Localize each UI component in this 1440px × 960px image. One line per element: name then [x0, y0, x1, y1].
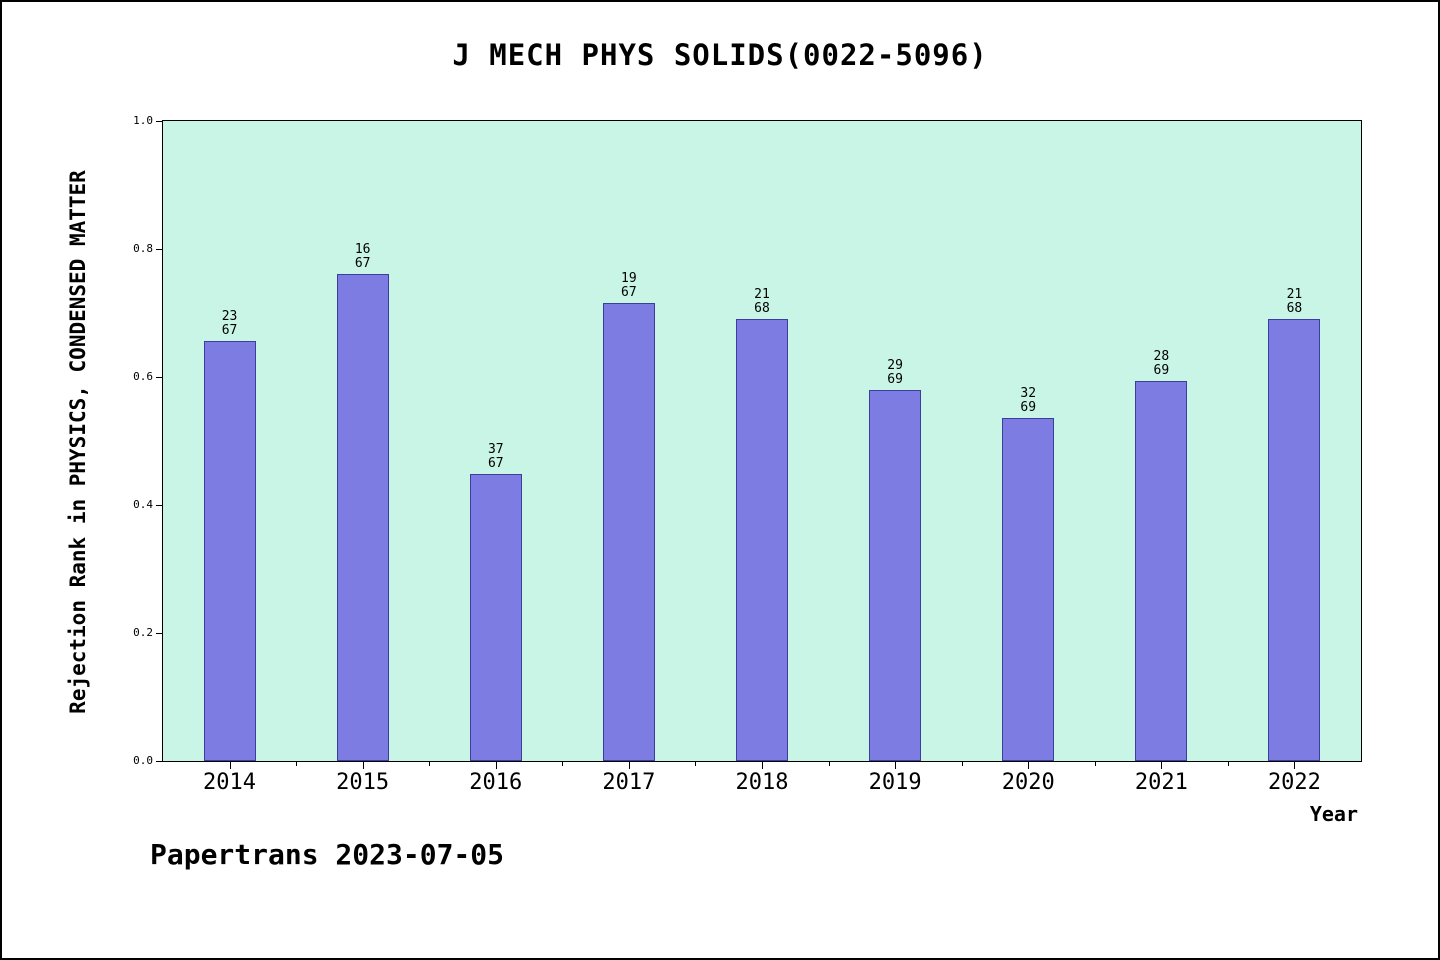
bar-value-label: 29 69 — [855, 357, 935, 387]
y-tick — [156, 120, 162, 122]
bar — [1002, 417, 1055, 761]
x-tick-label: 2018 — [735, 770, 789, 795]
bar-total: 67 — [221, 322, 238, 338]
bar-rank: 21 — [1286, 286, 1303, 302]
bar — [869, 389, 922, 761]
bar-value-label: 32 69 — [988, 385, 1068, 415]
bar-value-label: 21 68 — [1254, 286, 1334, 316]
x-tick-label: 2021 — [1134, 770, 1188, 795]
x-tick-label: 2015 — [336, 770, 390, 795]
bar-total: 67 — [354, 255, 371, 271]
y-tick — [156, 248, 162, 250]
bar-total: 69 — [1020, 399, 1037, 415]
x-minor-tick — [961, 762, 963, 766]
bar-rank: 19 — [621, 270, 637, 286]
bar-value-label: 23 67 — [190, 308, 270, 338]
bar — [1135, 380, 1188, 761]
x-minor-tick — [429, 762, 431, 766]
bar-total: 69 — [887, 371, 903, 387]
x-tick — [628, 762, 630, 769]
x-tick — [362, 762, 364, 769]
bar-total: 68 — [1286, 300, 1303, 316]
x-minor-tick — [562, 762, 564, 766]
bar-rank: 16 — [354, 241, 371, 257]
y-tick-label: 0.4 — [133, 498, 153, 511]
x-minor-tick — [828, 762, 830, 766]
chart-title: J MECH PHYS SOLIDS(0022-5096) — [452, 38, 988, 72]
x-tick — [1028, 762, 1030, 769]
y-tick-label: 0.8 — [133, 242, 153, 255]
bar — [336, 273, 389, 761]
plot-area: 0.0 0.2 0.4 0.6 0.8 1.0 23 67 2014 16 67 2015 37 67 20… — [133, 115, 1362, 795]
bar-rank: 32 — [1020, 385, 1037, 401]
x-tick — [495, 762, 497, 769]
bar-total: 68 — [754, 300, 770, 316]
y-tick — [156, 760, 162, 762]
y-tick-label: 0.6 — [133, 370, 153, 383]
bar-rank: 37 — [487, 442, 504, 458]
bar — [469, 474, 522, 761]
x-minor-tick — [1094, 762, 1096, 766]
bar-rank: 21 — [754, 286, 770, 302]
x-tick-label: 2022 — [1267, 770, 1321, 795]
x-tick-label: 2016 — [469, 770, 523, 795]
x-axis-label: Year — [1309, 802, 1358, 826]
bar-value-label: 16 67 — [323, 241, 403, 271]
y-tick — [156, 504, 162, 506]
y-tick — [156, 632, 162, 634]
x-tick-label: 2017 — [602, 770, 656, 795]
bar-total: 67 — [621, 284, 637, 300]
x-tick — [895, 762, 897, 769]
x-tick — [229, 762, 231, 769]
x-tick — [762, 762, 763, 769]
y-tick — [156, 376, 162, 378]
bar-value-label: 37 67 — [456, 443, 536, 471]
x-minor-tick — [695, 762, 697, 766]
y-tick-label: 0.0 — [133, 754, 153, 767]
bar-value-label: 28 69 — [1121, 348, 1201, 378]
footer-watermark: Papertrans 2023-07-05 — [150, 838, 505, 871]
y-tick-label: 0.2 — [133, 626, 153, 639]
x-tick-label: 2019 — [868, 770, 922, 795]
bar — [736, 318, 788, 761]
x-tick — [1294, 762, 1296, 769]
x-tick-label: 2014 — [203, 770, 257, 795]
x-minor-tick — [1227, 762, 1229, 766]
bar-value-label: 19 67 — [589, 270, 669, 300]
bar — [1268, 318, 1321, 761]
bar-rank: 28 — [1153, 348, 1170, 364]
y-axis-label: Rejection Rank in PHYSICS, CONDENSED MAT… — [66, 170, 90, 714]
bar-rank: 23 — [221, 308, 238, 324]
y-tick-label: 1.0 — [133, 114, 153, 127]
x-minor-tick — [296, 762, 298, 766]
bar-value-label: 21 68 — [722, 286, 802, 316]
bar-total: 69 — [1153, 362, 1170, 378]
x-tick — [1161, 762, 1163, 769]
x-tick-label: 2020 — [1001, 770, 1055, 795]
bar — [203, 340, 256, 761]
bar-rank: 29 — [887, 357, 903, 373]
bar-total: 67 — [487, 456, 504, 472]
bar — [602, 302, 655, 761]
